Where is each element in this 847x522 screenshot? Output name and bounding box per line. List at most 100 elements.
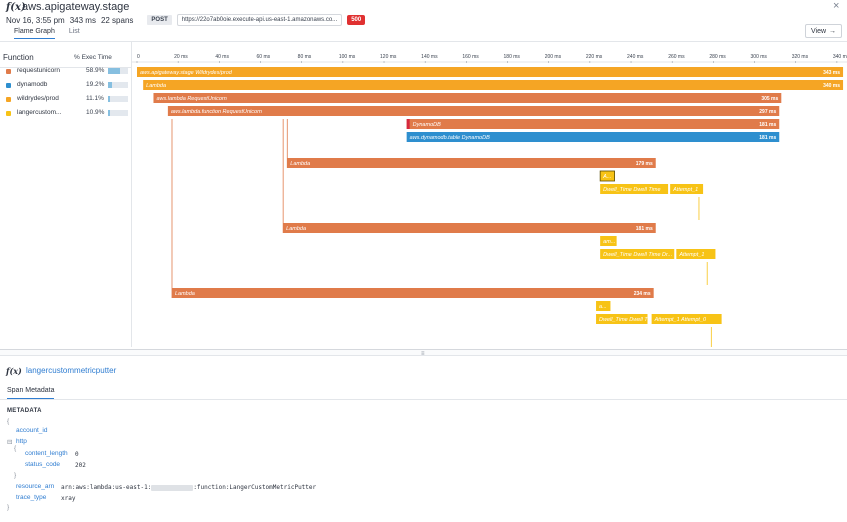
- request-url[interactable]: https://22o7ab0oie.execute-api.us-east-1…: [176, 14, 343, 26]
- exec-time-bar-fill: [108, 68, 120, 74]
- span-bar[interactable]: [287, 158, 656, 168]
- span-bar[interactable]: [600, 236, 617, 246]
- close-brace: }: [7, 504, 10, 511]
- timeline-tick-label: 0: [137, 54, 140, 60]
- trace-header: f(x) aws.apigateway.stage × Nov 16, 3:55…: [0, 0, 847, 42]
- tab-span-metadata[interactable]: Span Metadata: [7, 387, 55, 399]
- collapse-toggle-icon[interactable]: ⊟: [7, 439, 13, 446]
- timeline-tick-label: 280 ms: [709, 54, 726, 60]
- timeline-tick-label: 100 ms: [339, 54, 356, 60]
- span-label: a...: [599, 304, 607, 310]
- span-bar[interactable]: [283, 223, 656, 233]
- function-exec-percent: 19.2%: [86, 81, 105, 88]
- span-bar[interactable]: [406, 132, 780, 142]
- trace-date: Nov 16, 3:55 pm: [6, 15, 65, 25]
- exec-time-column-header[interactable]: % Exec Time: [74, 54, 112, 61]
- trace-meta-row: Nov 16, 3:55 pm 343 ms 22 spans POST htt…: [6, 14, 366, 26]
- exec-time-bar-fill: [108, 82, 112, 88]
- view-tabs: Flame Graph List: [14, 28, 80, 39]
- function-exec-percent: 11.1%: [86, 95, 104, 102]
- span-duration: 181 ms: [759, 135, 776, 141]
- span-bar[interactable]: [596, 314, 648, 324]
- status-badge: 500: [347, 15, 366, 25]
- span-title[interactable]: langercustommetricputter: [26, 366, 117, 375]
- function-name: langercustom...: [17, 109, 62, 116]
- span-bar[interactable]: [137, 67, 844, 77]
- http-close-brace: }: [14, 472, 17, 479]
- span-bar[interactable]: [171, 288, 654, 298]
- content-length-key: content_length: [25, 450, 68, 457]
- exec-time-bar: [108, 82, 128, 88]
- function-color-swatch: [6, 83, 11, 88]
- timeline-tick-label: 140 ms: [421, 54, 438, 60]
- span-bar[interactable]: [670, 184, 704, 194]
- span-duration: 340 ms: [823, 83, 840, 89]
- function-row[interactable]: langercustom... 10.9%: [0, 108, 131, 119]
- span-label: Dwell_Time Dwell Time Dr...: [603, 252, 672, 258]
- service-title: aws.apigateway.stage: [22, 1, 130, 13]
- resource-arn-key: resource_arn: [16, 483, 55, 490]
- span-label: Lambda: [290, 161, 310, 167]
- span-bar[interactable]: [676, 249, 716, 259]
- span-label: Attempt_1: [678, 252, 704, 258]
- span-label: aws.lambda RequestUnicorn: [156, 96, 226, 102]
- span-duration: 297 ms: [759, 109, 776, 115]
- timeline-tick-label: 180 ms: [504, 54, 521, 60]
- function-row[interactable]: requestunicorn 58.9%: [0, 66, 131, 77]
- span-bar[interactable]: [596, 301, 611, 311]
- span-bar[interactable]: [153, 93, 782, 103]
- function-color-swatch: [6, 69, 11, 74]
- span-label: A...: [602, 174, 611, 180]
- view-button-label: View: [810, 27, 827, 35]
- span-label: aws.apigateway.stage Wildrydes/prod: [140, 70, 233, 76]
- function-exec-percent: 58.9%: [86, 67, 105, 74]
- tab-flame-graph[interactable]: Flame Graph: [14, 28, 55, 39]
- resource-arn-value: arn:aws:lambda:us-east-1::function:Lange…: [61, 484, 317, 491]
- span-bar[interactable]: [167, 106, 780, 116]
- http-open-brace: {: [14, 445, 17, 452]
- exec-time-bar: [108, 96, 128, 102]
- open-brace: {: [7, 418, 10, 425]
- span-bar[interactable]: [599, 170, 615, 182]
- function-row[interactable]: wildrydes/prod 11.1%: [0, 94, 131, 105]
- function-row[interactable]: dynamodb 19.2%: [0, 80, 131, 91]
- span-bar[interactable]: [143, 80, 844, 90]
- http-key: http: [16, 438, 27, 445]
- span-label: Lambda: [175, 291, 195, 297]
- content-length-value: 0: [75, 451, 79, 458]
- close-icon[interactable]: ×: [833, 0, 840, 12]
- span-bar[interactable]: [651, 314, 722, 324]
- span-duration: 305 ms: [761, 96, 778, 102]
- span-duration: 181 ms: [759, 122, 776, 128]
- timeline-tick-label: 60 ms: [257, 54, 271, 60]
- span-bar[interactable]: [406, 119, 780, 129]
- tab-list[interactable]: List: [68, 28, 80, 35]
- span-duration: 343 ms: [823, 70, 840, 76]
- span-label: DynamoDB: [413, 122, 441, 128]
- span-label: Lambda: [286, 226, 306, 232]
- flame-graph-canvas[interactable]: 0 20 ms 40 ms 60 ms 80 ms 100 ms 120 ms 140 ms 1…: [132, 42, 847, 347]
- flame-graph: 0 20 ms 40 ms 60 ms 80 ms 100 ms 120 ms 140 ms 1…: [132, 42, 847, 347]
- span-count: 22 spans: [100, 15, 134, 25]
- timeline-tick-label: 260 ms: [668, 54, 685, 60]
- function-name: dynamodb: [17, 81, 48, 88]
- span-bar[interactable]: [600, 249, 675, 259]
- function-exec-percent: 10.9%: [86, 109, 105, 116]
- pane-divider[interactable]: ≡: [0, 349, 847, 357]
- timeline-tick-label: 40 ms: [215, 54, 229, 60]
- view-button[interactable]: View →: [805, 24, 842, 38]
- span-duration: 181 ms: [636, 226, 653, 232]
- timeline-tick-label: 320 ms: [792, 54, 809, 60]
- status-code-key: status_code: [25, 461, 61, 468]
- function-column-header[interactable]: Function: [3, 53, 34, 62]
- account-id-key: account_id: [16, 427, 48, 434]
- drag-handle-icon[interactable]: ≡: [421, 351, 425, 357]
- timeline-tick-label: 200 ms: [545, 54, 562, 60]
- function-icon: f(x): [6, 2, 26, 13]
- timeline-tick-label: 220 ms: [586, 54, 603, 60]
- function-color-swatch: [6, 111, 11, 116]
- span-label: Attempt_1: [672, 187, 698, 193]
- span-bar[interactable]: [600, 184, 669, 194]
- span-label: Lambda: [146, 83, 166, 89]
- exec-time-bar: [108, 110, 128, 116]
